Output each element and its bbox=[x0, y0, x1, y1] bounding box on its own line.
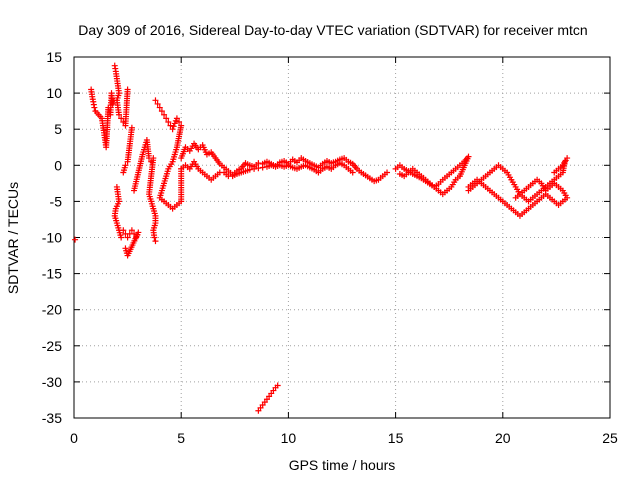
data-point bbox=[169, 126, 176, 133]
data-point bbox=[116, 111, 123, 118]
data-point bbox=[128, 124, 135, 131]
data-point bbox=[118, 234, 125, 241]
data-point bbox=[124, 234, 131, 241]
y-tick-label: 0 bbox=[54, 157, 62, 173]
data-point bbox=[251, 165, 258, 172]
y-tick-label: 5 bbox=[54, 121, 62, 137]
x-tick-label: 0 bbox=[70, 430, 78, 446]
x-tick-label: 5 bbox=[177, 430, 185, 446]
data-point bbox=[259, 164, 266, 171]
data-point bbox=[396, 170, 403, 177]
x-tick-label: 10 bbox=[281, 430, 297, 446]
y-axis-title: SDTVAR / TECUs bbox=[5, 182, 21, 294]
data-point bbox=[158, 108, 165, 115]
series-early-a bbox=[72, 86, 117, 243]
y-tick-label: -15 bbox=[42, 266, 62, 282]
series-early-c bbox=[120, 124, 159, 259]
y-tick-label: -20 bbox=[42, 302, 62, 318]
data-point bbox=[349, 169, 356, 176]
data-point bbox=[156, 104, 163, 111]
data-point bbox=[551, 169, 558, 176]
data-point bbox=[274, 382, 281, 389]
data-points bbox=[72, 62, 571, 414]
data-point bbox=[122, 245, 129, 252]
data-point bbox=[163, 115, 170, 122]
data-point bbox=[170, 123, 177, 130]
series-track-e bbox=[465, 176, 571, 219]
data-point bbox=[167, 122, 174, 129]
data-point bbox=[152, 238, 159, 245]
series-track-c bbox=[392, 153, 472, 198]
data-point bbox=[120, 227, 127, 234]
data-point bbox=[151, 234, 158, 241]
data-point bbox=[173, 115, 180, 122]
data-point bbox=[154, 100, 161, 107]
data-point bbox=[512, 194, 519, 201]
y-tick-label: -35 bbox=[42, 410, 62, 426]
data-point bbox=[161, 111, 168, 118]
series-early-d bbox=[152, 97, 185, 212]
y-tick-label: -30 bbox=[42, 374, 62, 390]
data-point bbox=[255, 165, 262, 172]
series-early-b bbox=[111, 62, 131, 241]
y-tick-label: 10 bbox=[46, 85, 62, 101]
data-point bbox=[384, 169, 391, 176]
x-axis-title: GPS time / hours bbox=[289, 457, 396, 473]
data-point bbox=[124, 86, 131, 93]
data-point bbox=[561, 158, 568, 165]
x-tick-label: 20 bbox=[495, 430, 511, 446]
data-point bbox=[152, 97, 159, 104]
y-tick-label: -5 bbox=[50, 193, 63, 209]
x-tick-label: 25 bbox=[602, 430, 618, 446]
data-point bbox=[91, 104, 98, 111]
series-late-low bbox=[255, 382, 281, 414]
data-point bbox=[122, 162, 129, 169]
y-tick-label: -10 bbox=[42, 230, 62, 246]
data-point bbox=[255, 160, 262, 167]
series-track-b bbox=[178, 158, 356, 183]
data-point bbox=[165, 118, 172, 125]
x-tick-label: 15 bbox=[388, 430, 404, 446]
data-point bbox=[246, 166, 253, 173]
y-axis-ticks: 15 10 5 0 -5 -10 -15 -20 -25 -30 -35 bbox=[42, 49, 610, 426]
y-tick-label: 15 bbox=[46, 49, 62, 65]
data-point bbox=[109, 100, 116, 107]
chart-title: Day 309 of 2016, Sidereal Day-to-day VTE… bbox=[78, 22, 587, 38]
data-point bbox=[176, 118, 183, 125]
data-point bbox=[72, 236, 79, 243]
y-tick-label: -25 bbox=[42, 338, 62, 354]
data-point bbox=[128, 227, 135, 234]
x-axis-ticks: 0 5 10 15 20 25 bbox=[70, 57, 618, 446]
